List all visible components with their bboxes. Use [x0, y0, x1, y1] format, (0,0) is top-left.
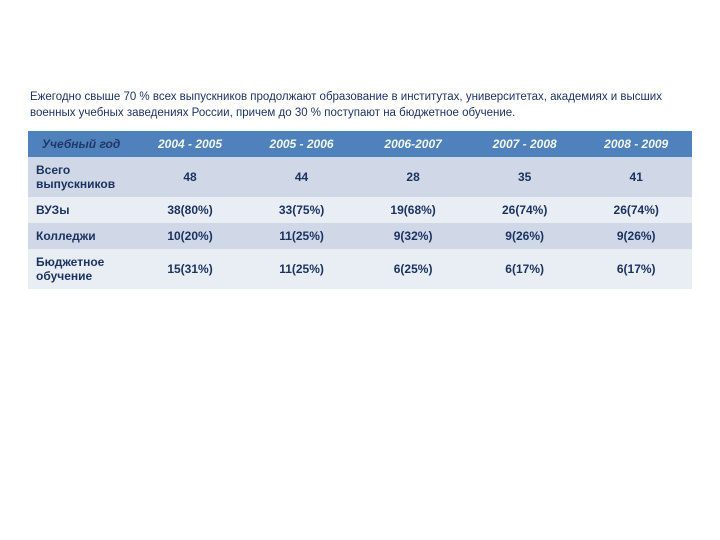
cell: 9(32%): [357, 223, 469, 249]
cell: 41: [580, 157, 692, 197]
cell: 35: [469, 157, 581, 197]
table-body: Всего выпускников 48 44 28 35 41 ВУЗы 38…: [28, 157, 692, 289]
col-header-2: 2006-2007: [357, 131, 469, 157]
cell: 26(74%): [469, 197, 581, 223]
row-label: Бюджетное обучение: [28, 249, 134, 289]
cell: 19(68%): [357, 197, 469, 223]
cell: 28: [357, 157, 469, 197]
table-row: ВУЗы 38(80%) 33(75%) 19(68%) 26(74%) 26(…: [28, 197, 692, 223]
table-row: Всего выпускников 48 44 28 35 41: [28, 157, 692, 197]
cell: 10(20%): [134, 223, 246, 249]
col-header-4: 2008 - 2009: [580, 131, 692, 157]
graduates-table: Учебный год 2004 - 2005 2005 - 2006 2006…: [28, 131, 692, 289]
cell: 9(26%): [580, 223, 692, 249]
cell: 6(25%): [357, 249, 469, 289]
row-label: Всего выпускников: [28, 157, 134, 197]
cell: 9(26%): [469, 223, 581, 249]
row-label: Колледжи: [28, 223, 134, 249]
table-row: Бюджетное обучение 15(31%) 11(25%) 6(25%…: [28, 249, 692, 289]
col-header-3: 2007 - 2008: [469, 131, 581, 157]
slide: Ежегодно свыше 70 % всех выпускников про…: [0, 0, 720, 540]
intro-paragraph: Ежегодно свыше 70 % всех выпускников про…: [28, 90, 692, 121]
cell: 6(17%): [469, 249, 581, 289]
cell: 44: [246, 157, 358, 197]
table-header-row: Учебный год 2004 - 2005 2005 - 2006 2006…: [28, 131, 692, 157]
cell: 26(74%): [580, 197, 692, 223]
cell: 48: [134, 157, 246, 197]
cell: 6(17%): [580, 249, 692, 289]
cell: 15(31%): [134, 249, 246, 289]
cell: 38(80%): [134, 197, 246, 223]
row-label: ВУЗы: [28, 197, 134, 223]
table-row: Колледжи 10(20%) 11(25%) 9(32%) 9(26%) 9…: [28, 223, 692, 249]
cell: 11(25%): [246, 223, 358, 249]
col-header-0: 2004 - 2005: [134, 131, 246, 157]
cell: 33(75%): [246, 197, 358, 223]
col-header-year-label: Учебный год: [28, 131, 134, 157]
col-header-1: 2005 - 2006: [246, 131, 358, 157]
cell: 11(25%): [246, 249, 358, 289]
